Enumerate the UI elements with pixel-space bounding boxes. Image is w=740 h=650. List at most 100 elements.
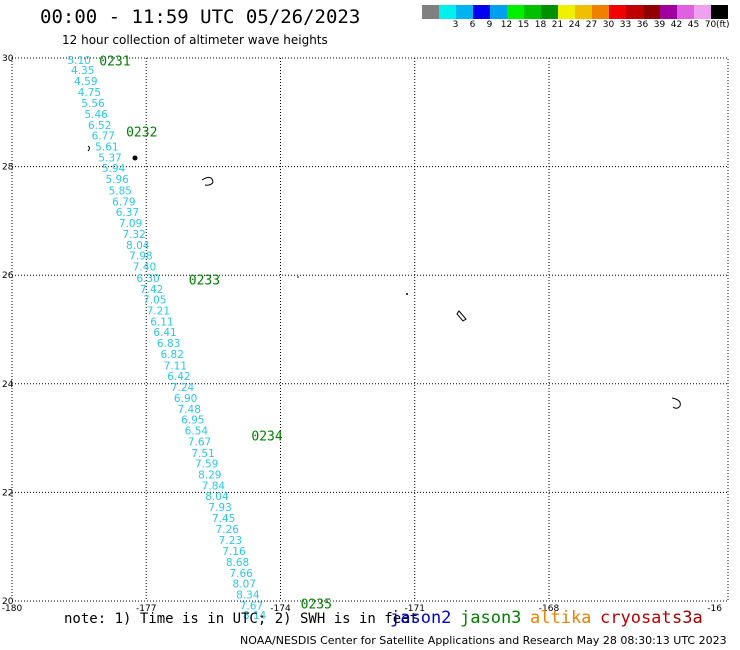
altimeter-track: 5.104.354.594.755.565.466.526.775.615.37…: [67, 55, 332, 622]
swh-value-label: 8.04: [205, 491, 229, 503]
legend-swatch: [694, 5, 711, 19]
legend-swatch: [473, 5, 490, 19]
swh-value-label: 7.84: [202, 480, 226, 492]
island-shape: [671, 397, 681, 409]
legend-label: 12: [500, 20, 513, 30]
swh-value-label: 6.52: [88, 120, 111, 132]
legend-swatch: [507, 5, 524, 19]
swh-value-label: 7.42: [140, 284, 163, 296]
island-shape: [406, 293, 408, 295]
swh-value-label: 8.07: [233, 579, 256, 591]
swh-value-label: 7.67: [240, 600, 263, 612]
swh-value-label: 6.82: [161, 349, 184, 361]
satellite-name: jason3: [460, 608, 522, 628]
swh-value-label: 6.77: [92, 131, 115, 143]
island-shape: [456, 310, 467, 322]
legend-label: 45: [687, 20, 700, 30]
lat-tick-label: 30: [2, 54, 14, 64]
swh-value-label: 6.83: [157, 338, 180, 350]
swh-value-label: 5.37: [98, 152, 121, 164]
legend-label: 33: [619, 20, 632, 30]
swh-value-label: 7.40: [133, 262, 156, 274]
map-subtitle: 12 hour collection of altimeter wave hei…: [62, 33, 328, 47]
swh-value-label: 8.68: [226, 557, 249, 569]
lat-tick-label: 22: [2, 488, 13, 498]
swh-value-label: 7.66: [229, 568, 253, 580]
swh-value-label: 6.79: [112, 196, 135, 208]
swh-value-label: 4.75: [78, 87, 101, 99]
legend-unit: (ft): [716, 20, 730, 30]
footer-credit: NOAA/NESDIS Center for Satellite Applica…: [240, 634, 727, 647]
legend-label: 15: [517, 20, 530, 30]
swh-value-label: 7.32: [122, 229, 145, 241]
axis-ticks: -180 -177 -174 -171 -168 -16 30 28 26 24 22 20: [2, 54, 722, 614]
swh-value-label: 5.61: [95, 142, 118, 154]
track-time-label: 0234: [251, 429, 282, 444]
legend-swatch: [456, 5, 473, 19]
swh-value-label: 7.48: [178, 404, 201, 416]
track-time-label: 0231: [99, 55, 130, 70]
swh-value-label: 7.09: [119, 218, 142, 230]
lon-tick-label: -177: [136, 604, 156, 614]
lon-tick-label: -174: [270, 604, 291, 614]
swh-value-label: 7.11: [164, 360, 187, 372]
lat-tick-label: 28: [2, 163, 14, 173]
legend-label: 21: [551, 20, 564, 30]
swh-value-label: 8.34: [236, 589, 260, 601]
swh-value-label: 6.42: [167, 371, 190, 383]
legend-swatch: [524, 5, 541, 19]
swh-value-label: 6.54: [185, 425, 209, 437]
swh-value-label: 5.96: [105, 174, 129, 186]
swh-value-label: 7.98: [129, 251, 152, 263]
legend-swatch: [609, 5, 626, 19]
swh-value-label: 5.85: [109, 185, 132, 197]
legend-label: 9: [486, 20, 493, 30]
legend-swatch: [626, 5, 643, 19]
island-shape: [87, 145, 90, 152]
legend-label: 39: [653, 20, 666, 30]
legend-swatch: [592, 5, 609, 19]
legend-swatch: [541, 5, 558, 19]
swh-value-label: 6.41: [153, 327, 176, 339]
swh-value-label: 7.45: [212, 513, 235, 525]
swh-value-label: 7.59: [195, 459, 218, 471]
swh-value-label: 5.46: [84, 109, 108, 121]
map-frame: [11, 57, 729, 602]
swh-value-label: 8.04: [126, 240, 150, 252]
swh-value-label: 6.90: [174, 393, 197, 405]
lat-tick-label: 24: [2, 380, 14, 390]
swh-value-label: 6.30: [136, 273, 159, 285]
legend-label: 3: [452, 20, 459, 30]
lat-tick-label: 20: [2, 597, 14, 607]
legend-swatch: [643, 5, 660, 19]
swh-value-label: 7.67: [188, 436, 211, 448]
swh-value-label: 5.94: [102, 163, 126, 175]
legend-label: 30: [602, 20, 615, 30]
island-shape: [297, 276, 299, 278]
swh-value-label: 7.26: [216, 524, 240, 536]
track-time-label: 0232: [126, 125, 157, 140]
island-shape: [132, 155, 138, 161]
swh-value-label: 8.29: [198, 469, 221, 481]
swh-value-label: 6.95: [181, 415, 204, 427]
swh-value-label: 4.35: [71, 65, 94, 77]
map-title: 00:00 - 11:59 UTC 05/26/2023: [40, 6, 361, 28]
swh-value-label: 7.21: [147, 305, 170, 317]
legend-swatch: [711, 5, 728, 19]
swh-value-label: 5.10: [67, 55, 90, 67]
swh-value-label: 7.51: [191, 448, 214, 460]
legend-swatch: [677, 5, 694, 19]
track-time-label: 0233: [189, 274, 220, 289]
legend-label: 18: [534, 20, 547, 30]
lat-tick-label: 26: [2, 271, 14, 281]
legend-swatch: [660, 5, 677, 19]
legend-label: 6: [469, 20, 476, 30]
legend-label: 70: [704, 20, 717, 30]
legend-label: 36: [636, 20, 649, 30]
legend-swatch: [558, 5, 575, 19]
satellite-name: cryosat: [600, 608, 672, 628]
lon-tick-label: -16: [707, 604, 722, 614]
swh-value-label: 7.16: [222, 546, 246, 558]
